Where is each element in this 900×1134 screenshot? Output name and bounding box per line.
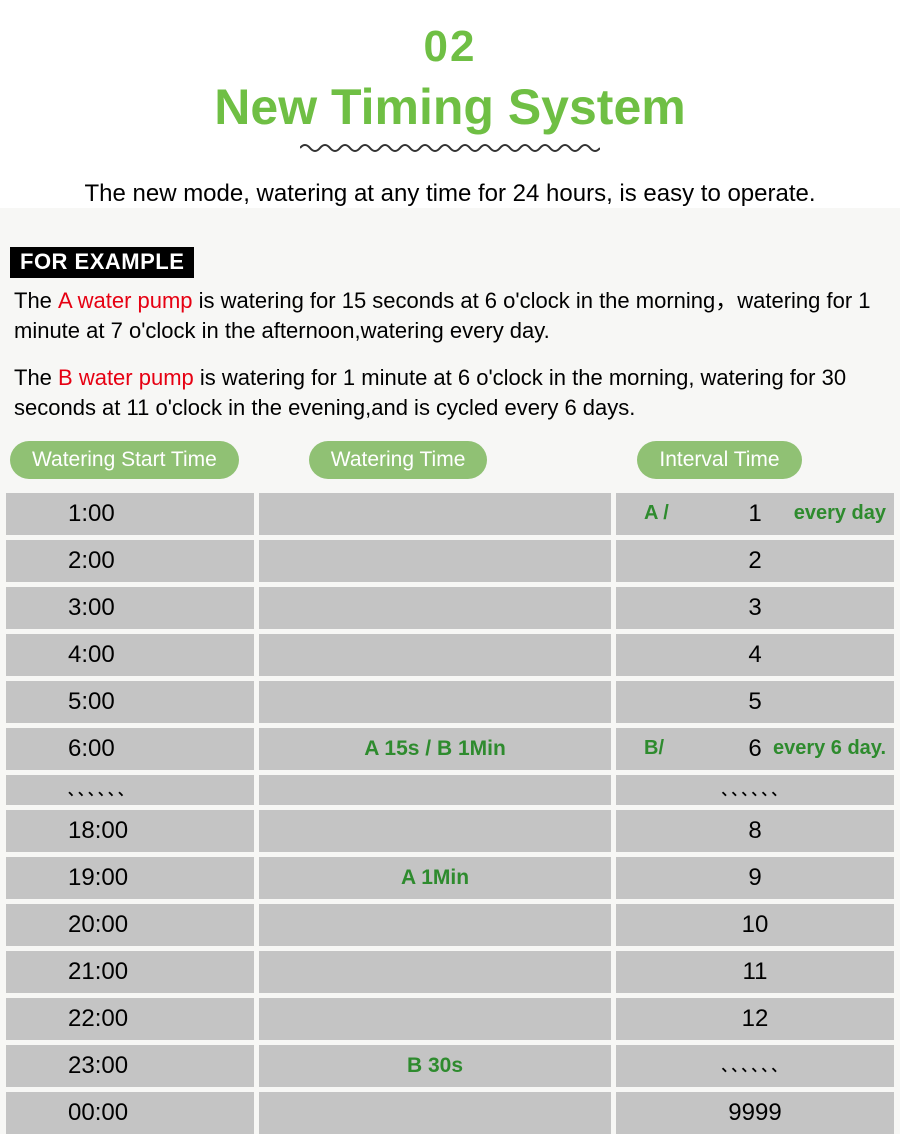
example-para-b: The B water pump is watering for 1 minut… [14,363,886,422]
ellipsis-icon: 、、、、、、 [68,780,135,800]
table-row: 、、、、、、 、、、、、、 [6,775,894,805]
watering-value: A 1Min [401,866,469,890]
table-row: 23:00 B 30s 、、、、、、 [6,1045,894,1087]
cell-interval: 5 [616,681,894,723]
interval-value: 3 [748,594,761,622]
table-row: 6:00 A 15s / B 1Min 6 B/every 6 day. [6,728,894,770]
pill-interval-time: Interval Time [637,441,801,479]
text-a-prefix: The [14,288,58,313]
section-title: New Timing System [0,78,900,136]
cell-start-time: 20:00 [6,904,254,946]
cell-watering-time: A 15s / B 1Min [259,728,611,770]
cell-interval: 11 [616,951,894,993]
cell-watering-time [259,810,611,852]
example-text: The A water pump is watering for 15 seco… [0,278,900,423]
interval-annotation-left: A / [644,502,669,525]
cell-start-time: 18:00 [6,810,254,852]
cell-start-time: 23:00 [6,1045,254,1087]
timing-table: 1:001A /every day2:0023:0034:0045:0056:0… [0,493,900,1134]
table-row: 1:00 1 A / every day [6,493,894,535]
pill-watering-time: Watering Time [309,441,488,479]
column-headers: Watering Start Time Watering Time Interv… [0,441,900,479]
cell-watering-time [259,998,611,1040]
table-row: 00:00 9999 [6,1092,894,1134]
cell-interval: 4 [616,634,894,676]
header-block: 02 New Timing System The new mode, water… [0,0,900,208]
interval-annotation-right: every day [794,502,886,525]
interval-value: 9999 [728,1099,781,1127]
cell-start-time: 1:00 [6,493,254,535]
interval-value: 6 [748,735,761,763]
table-row: 3:00 3 [6,587,894,629]
cell-interval: 6 B/every 6 day. [616,728,894,770]
interval-value: 4 [748,641,761,669]
pill-start-time: Watering Start Time [10,441,239,479]
section-number: 02 [0,22,900,72]
table-row: 4:00 4 [6,634,894,676]
interval-value: 5 [748,688,761,716]
interval-value: 10 [742,911,769,939]
cell-start-time: 22:00 [6,998,254,1040]
cell-start-time: 4:00 [6,634,254,676]
cell-start-time: 、、、、、、 [6,775,254,805]
cell-interval: 3 [616,587,894,629]
cell-start-time: 00:00 [6,1092,254,1134]
cell-watering-time: B 30s [259,1045,611,1087]
cell-start-time: 2:00 [6,540,254,582]
cell-watering-time [259,493,611,535]
cell-watering-time [259,540,611,582]
table-row: 2:00 2 [6,540,894,582]
interval-value: 9 [748,864,761,892]
cell-interval: 9 [616,857,894,899]
interval-value: 12 [742,1005,769,1033]
cell-start-time: 3:00 [6,587,254,629]
table-row: 20:00 10 [6,904,894,946]
cell-interval: 2 [616,540,894,582]
text-a-pump: A water pump [58,288,193,313]
watering-value: B 30s [407,1054,463,1078]
cell-watering-time [259,681,611,723]
interval-value: 2 [748,547,761,575]
cell-interval: 8 [616,810,894,852]
cell-interval: 10 [616,904,894,946]
watering-value: A 15s / B 1Min [364,737,506,761]
cell-watering-time [259,951,611,993]
table-row: 22:00 12 [6,998,894,1040]
divider-squiggle [300,142,600,156]
text-b-prefix: The [14,365,58,390]
cell-watering-time: A 1Min [259,857,611,899]
interval-annotation-left: B/ [644,737,664,760]
interval-annotation-right: every 6 day. [773,737,886,760]
cell-watering-time [259,904,611,946]
cell-interval: 12 [616,998,894,1040]
cell-start-time: 5:00 [6,681,254,723]
interval-value: 1 [748,500,761,528]
interval-value: 8 [748,817,761,845]
example-badge: FOR EXAMPLE [10,247,194,278]
cell-watering-time [259,587,611,629]
cell-start-time: 6:00 [6,728,254,770]
cell-watering-time [259,775,611,805]
example-section: FOR EXAMPLE The A water pump is watering… [0,208,900,1134]
cell-watering-time [259,1092,611,1134]
table-row: 5:00 5 [6,681,894,723]
cell-watering-time [259,634,611,676]
table-row: 21:00 11 [6,951,894,993]
table-row: 18:00 8 [6,810,894,852]
interval-value: 11 [743,958,768,986]
cell-start-time: 21:00 [6,951,254,993]
table-row: 19:00 A 1Min 9 [6,857,894,899]
ellipsis-icon: 、、、、、、 [722,780,789,800]
cell-interval: 、、、、、、 [616,775,894,805]
section-subtitle: The new mode, watering at any time for 2… [0,180,900,208]
cell-interval: 1 A / every day [616,493,894,535]
example-para-a: The A water pump is watering for 15 seco… [14,286,886,345]
cell-interval: 、、、、、、 [616,1045,894,1087]
cell-start-time: 19:00 [6,857,254,899]
cell-interval: 9999 [616,1092,894,1134]
ellipsis-icon: 、、、、、、 [722,1056,789,1076]
text-b-pump: B water pump [58,365,194,390]
